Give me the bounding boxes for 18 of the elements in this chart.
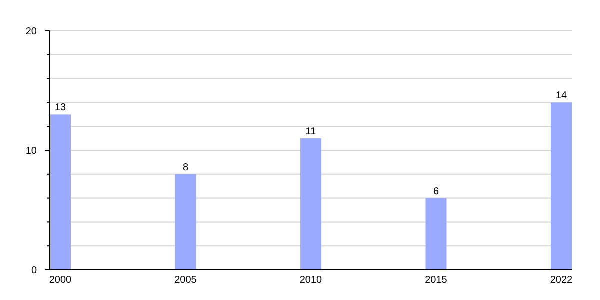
data-label: 13 <box>54 102 66 114</box>
y-tick-label: 0 <box>31 266 38 276</box>
bar <box>50 114 71 270</box>
data-label: 11 <box>306 126 317 138</box>
x-tick-label: 2015 <box>425 275 448 286</box>
x-tick-label: 2022 <box>550 275 574 286</box>
bar <box>175 174 196 270</box>
data-label: 8 <box>182 162 189 174</box>
data-label: 14 <box>556 90 568 102</box>
x-tick-label: 2000 <box>49 275 72 286</box>
y-tick-label: 10 <box>26 146 38 157</box>
bar <box>551 102 572 270</box>
bar <box>426 198 447 270</box>
y-tick-label: 20 <box>26 26 38 38</box>
x-tick-label: 2010 <box>300 275 323 286</box>
data-label: 6 <box>433 186 440 198</box>
x-tick-label: 2005 <box>174 275 198 286</box>
bar <box>300 138 322 270</box>
